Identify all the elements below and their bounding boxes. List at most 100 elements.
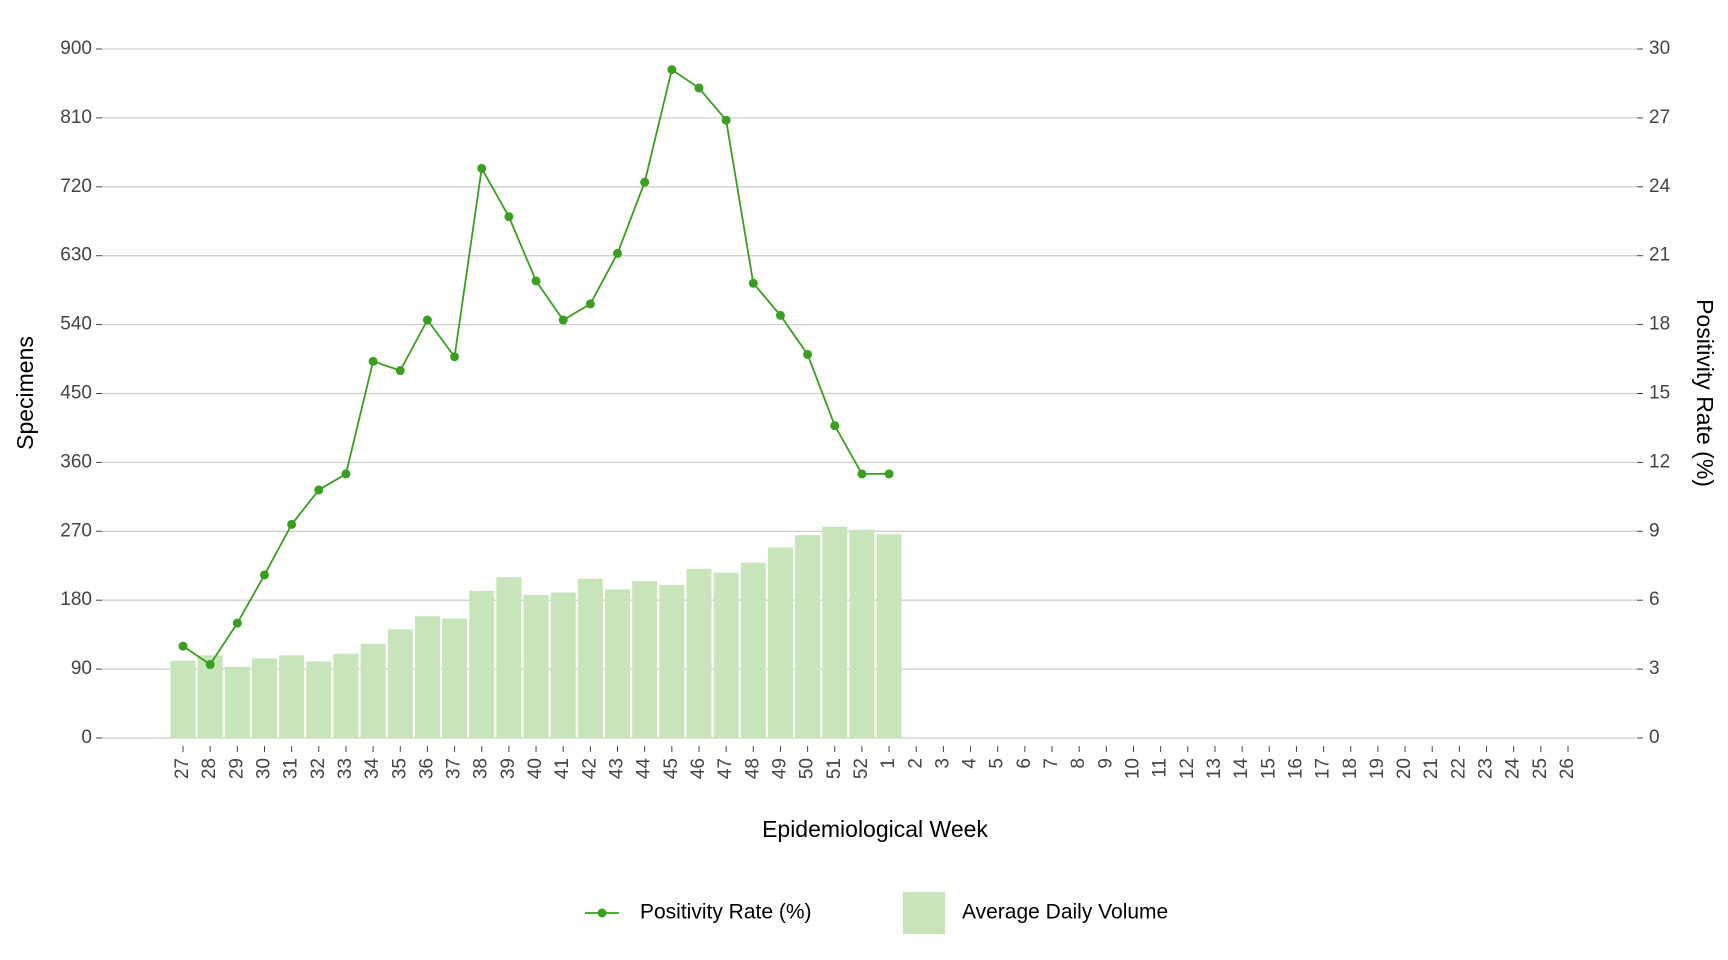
bar bbox=[550, 592, 576, 738]
x-tick-label: 10 bbox=[1123, 758, 1144, 779]
bar bbox=[686, 568, 712, 738]
bar bbox=[849, 529, 875, 738]
x-tick-label: 18 bbox=[1340, 758, 1361, 779]
y-tick-label: 360 bbox=[60, 451, 92, 472]
x-tick-label: 15 bbox=[1258, 758, 1279, 779]
x-tick-label: 32 bbox=[308, 758, 329, 779]
y-tick-label: 270 bbox=[60, 520, 92, 541]
x-tick-label: 36 bbox=[416, 758, 437, 779]
y2-tick-label: 30 bbox=[1649, 38, 1670, 59]
bar bbox=[577, 578, 603, 738]
point bbox=[694, 83, 704, 93]
point bbox=[721, 115, 731, 125]
bar bbox=[414, 616, 440, 738]
x-tick-label: 20 bbox=[1394, 758, 1415, 779]
x-tick-label: 35 bbox=[389, 758, 410, 779]
x-tick-label: 19 bbox=[1367, 758, 1388, 779]
y-tick-label: 540 bbox=[60, 314, 92, 335]
x-tick-label: 31 bbox=[281, 758, 302, 779]
point bbox=[748, 278, 758, 288]
x-tick-label: 33 bbox=[335, 758, 356, 779]
point bbox=[531, 276, 541, 286]
y2-tick-label: 3 bbox=[1649, 658, 1660, 679]
y2-tick-label: 15 bbox=[1649, 383, 1670, 404]
point bbox=[232, 618, 242, 628]
x-tick-label: 44 bbox=[634, 758, 655, 780]
y-tick-label: 180 bbox=[60, 589, 92, 610]
point bbox=[287, 519, 297, 529]
point bbox=[857, 469, 867, 479]
y-tick-label: 0 bbox=[81, 727, 92, 748]
legend-point bbox=[597, 908, 607, 918]
point bbox=[450, 352, 460, 362]
legend-label: Positivity Rate (%) bbox=[640, 901, 812, 924]
x-tick-label: 37 bbox=[444, 758, 465, 779]
x-tick-label: 5 bbox=[987, 758, 1008, 769]
point bbox=[775, 310, 785, 320]
bar bbox=[360, 643, 386, 738]
point bbox=[803, 349, 813, 359]
x-tick-label: 24 bbox=[1503, 758, 1524, 780]
y-tick-label: 900 bbox=[60, 38, 92, 59]
x-tick-label: 25 bbox=[1530, 758, 1551, 779]
bar bbox=[197, 655, 223, 738]
y-tick-label: 630 bbox=[60, 245, 92, 266]
y-tick-label: 90 bbox=[71, 658, 92, 679]
y2-axis-title: Positivity Rate (%) bbox=[1692, 299, 1718, 487]
bar bbox=[632, 581, 658, 738]
x-tick-label: 21 bbox=[1421, 758, 1442, 779]
x-tick-label: 2 bbox=[905, 758, 926, 769]
x-tick-label: 30 bbox=[253, 758, 274, 779]
y2-tick-label: 27 bbox=[1649, 107, 1670, 128]
x-tick-label: 46 bbox=[688, 758, 709, 779]
point bbox=[585, 299, 595, 309]
x-tick-label: 7 bbox=[1041, 758, 1062, 769]
x-tick-label: 39 bbox=[498, 758, 519, 779]
x-tick-label: 45 bbox=[661, 758, 682, 779]
legend-label: Average Daily Volume bbox=[962, 901, 1168, 924]
x-tick-label: 22 bbox=[1448, 758, 1469, 779]
point bbox=[884, 469, 894, 479]
x-tick-label: 12 bbox=[1177, 758, 1198, 779]
x-tick-label: 3 bbox=[932, 758, 953, 769]
x-tick-label: 14 bbox=[1231, 758, 1252, 780]
y2-tick-label: 9 bbox=[1649, 520, 1660, 541]
x-tick-label: 13 bbox=[1204, 758, 1225, 779]
x-tick-label: 6 bbox=[1014, 758, 1035, 769]
point bbox=[368, 356, 378, 366]
point bbox=[477, 163, 487, 173]
bar bbox=[306, 661, 332, 738]
point bbox=[558, 315, 568, 325]
point bbox=[314, 485, 324, 495]
bar bbox=[659, 584, 685, 738]
y2-tick-label: 24 bbox=[1649, 176, 1671, 197]
x-tick-label: 4 bbox=[960, 758, 981, 769]
point bbox=[205, 660, 215, 670]
x-tick-label: 1 bbox=[878, 758, 899, 769]
bar bbox=[442, 618, 468, 738]
x-tick-label: 50 bbox=[797, 758, 818, 779]
y-tick-label: 450 bbox=[60, 383, 92, 404]
x-tick-label: 51 bbox=[824, 758, 845, 779]
point bbox=[395, 366, 405, 376]
bar bbox=[170, 660, 196, 738]
y2-tick-label: 6 bbox=[1649, 589, 1660, 610]
y-axis-title: Specimens bbox=[12, 336, 38, 450]
bar bbox=[496, 577, 522, 738]
point bbox=[178, 641, 188, 651]
x-tick-label: 48 bbox=[742, 758, 763, 779]
y2-tick-label: 21 bbox=[1649, 245, 1670, 266]
x-tick-label: 29 bbox=[226, 758, 247, 779]
bar bbox=[740, 562, 766, 738]
bar bbox=[876, 534, 902, 738]
x-tick-label: 41 bbox=[552, 758, 573, 779]
x-tick-label: 23 bbox=[1476, 758, 1497, 779]
bar bbox=[251, 658, 277, 738]
x-tick-label: 17 bbox=[1313, 758, 1334, 779]
bar bbox=[279, 655, 305, 738]
point bbox=[667, 65, 677, 75]
point bbox=[341, 469, 351, 479]
point bbox=[504, 212, 514, 222]
x-tick-label: 49 bbox=[769, 758, 790, 779]
